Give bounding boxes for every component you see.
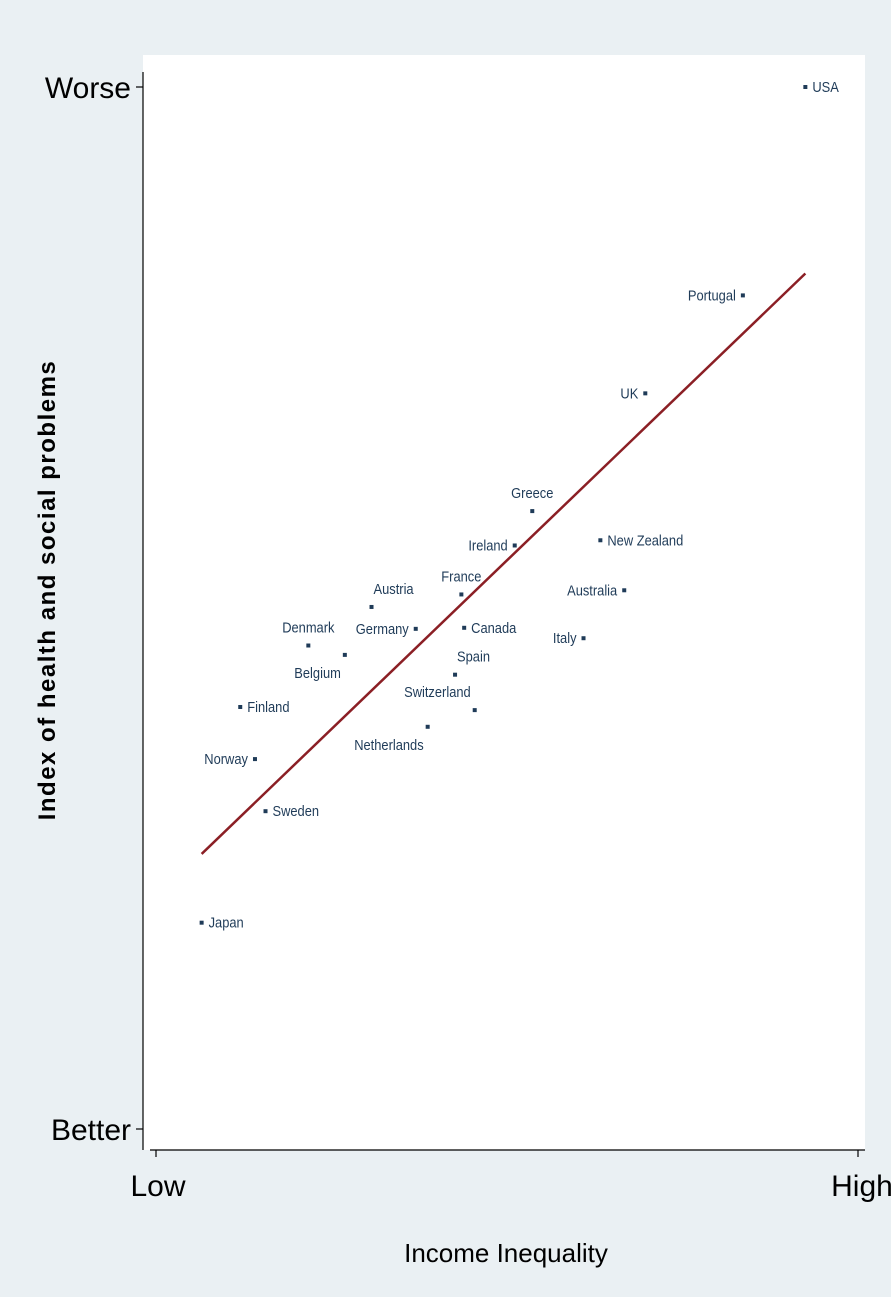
x-tick-label-high: High bbox=[831, 1170, 891, 1203]
point-label-australia: Australia bbox=[567, 581, 617, 598]
point-label-netherlands: Netherlands bbox=[354, 736, 423, 753]
plot-area bbox=[143, 55, 865, 1150]
point-germany bbox=[413, 626, 418, 631]
point-japan bbox=[199, 920, 204, 925]
point-canada bbox=[462, 625, 467, 630]
point-finland bbox=[238, 704, 243, 709]
point-uk bbox=[643, 391, 648, 396]
point-norway bbox=[252, 757, 257, 762]
point-label-finland: Finland bbox=[247, 698, 289, 715]
point-italy bbox=[581, 636, 586, 641]
point-ireland bbox=[512, 543, 517, 548]
point-portugal bbox=[740, 293, 745, 298]
point-label-denmark: Denmark bbox=[282, 619, 334, 636]
axes: Worse Better Low High bbox=[45, 72, 891, 1203]
point-label-norway: Norway bbox=[204, 750, 248, 767]
point-label-sweden: Sweden bbox=[273, 802, 320, 819]
point-label-belgium: Belgium bbox=[294, 664, 341, 681]
x-axis-title: Income Inequality bbox=[404, 1238, 608, 1268]
point-label-italy: Italy bbox=[553, 629, 577, 646]
point-label-uk: UK bbox=[620, 384, 639, 401]
point-denmark bbox=[306, 643, 311, 648]
fit-line-group bbox=[200, 272, 807, 855]
point-label-portugal: Portugal bbox=[688, 286, 736, 303]
point-label-new-zealand: New Zealand bbox=[607, 531, 683, 548]
point-belgium bbox=[342, 652, 347, 657]
y-tick-label-better: Better bbox=[51, 1114, 131, 1147]
point-label-germany: Germany bbox=[356, 620, 409, 637]
point-label-spain: Spain bbox=[457, 648, 490, 665]
point-label-usa: USA bbox=[812, 78, 839, 95]
point-label-ireland: Ireland bbox=[468, 537, 507, 554]
point-new-zealand bbox=[598, 538, 603, 543]
point-label-canada: Canada bbox=[471, 619, 516, 636]
fit-line bbox=[200, 272, 807, 855]
data-points: USA Portugal UK Greece New Zealand Ireland Fra… bbox=[199, 78, 839, 931]
y-tick-label-worse: Worse bbox=[45, 72, 131, 105]
point-greece bbox=[530, 509, 535, 514]
point-austria bbox=[369, 604, 374, 609]
point-label-switzerland: Switzerland bbox=[404, 683, 471, 700]
point-australia bbox=[622, 588, 627, 593]
x-tick-label-low: Low bbox=[130, 1170, 185, 1203]
point-switzerland bbox=[472, 708, 477, 713]
point-france bbox=[459, 592, 464, 597]
point-label-greece: Greece bbox=[511, 484, 553, 501]
y-axis-title: Index of health and social problems bbox=[34, 360, 61, 821]
point-sweden bbox=[263, 809, 268, 814]
point-netherlands bbox=[425, 724, 430, 729]
point-label-austria: Austria bbox=[374, 580, 414, 597]
point-usa bbox=[803, 85, 808, 89]
point-label-japan: Japan bbox=[209, 914, 244, 931]
point-spain bbox=[453, 672, 458, 677]
point-label-france: France bbox=[441, 568, 481, 585]
